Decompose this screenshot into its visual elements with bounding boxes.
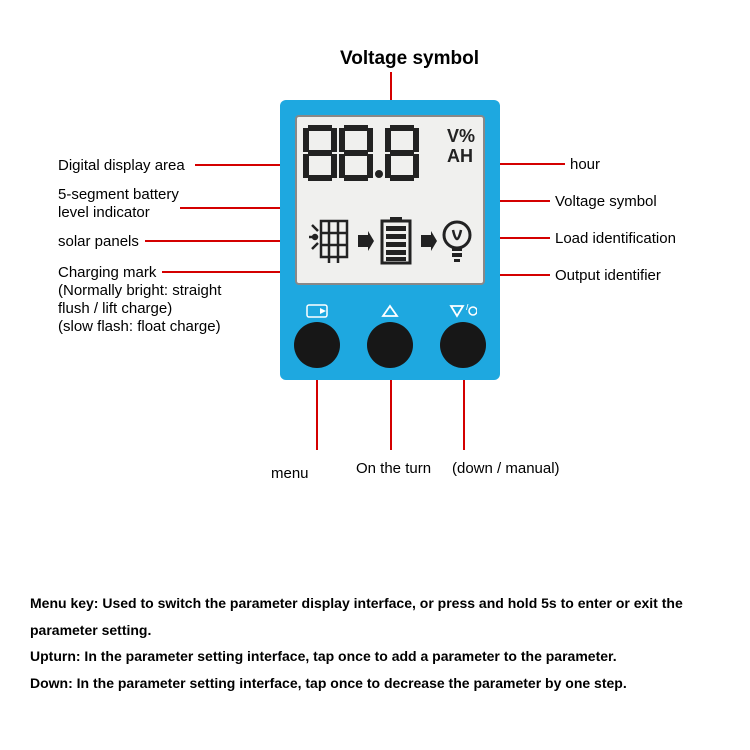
label-battery-indicator: 5-segment batterylevel indicator [58,186,258,222]
callout-line [463,380,465,450]
down-mini-icon: / [449,304,477,318]
instruction-menu: Menu key: Used to switch the parameter d… [30,590,720,643]
digital-display-area [303,125,419,181]
battery-icon [378,217,414,265]
unit-v-percent: V% [447,127,475,147]
menu-button[interactable] [294,322,340,368]
solar-panel-icon [307,217,351,265]
digit-1 [303,125,337,181]
callout-line [390,380,392,450]
label-menu-button: menu [271,465,309,483]
label-solar-panels: solar panels [58,233,139,251]
unit-symbols: V% AH [447,127,475,167]
bulb-icon [441,217,473,265]
solar-controller-device: V% AH [280,100,500,380]
digit-3 [385,125,419,181]
up-mini-icon [379,304,401,318]
button-row: / [280,304,500,368]
menu-mini-icon [306,304,328,318]
arrow-icon [419,231,437,251]
decimal-point [375,170,383,178]
instruction-down: Down: In the parameter setting interface… [30,670,720,697]
instruction-block: Menu key: Used to switch the parameter d… [30,590,720,696]
label-digital-display: Digital display area [58,157,185,175]
arrow-icon [356,231,374,251]
up-button[interactable] [367,322,413,368]
unit-ah: AH [447,147,475,167]
label-load-id: Load identification [555,230,676,248]
label-output-id: Output identifier [555,267,661,285]
label-hour: hour [570,156,600,174]
down-button[interactable] [440,322,486,368]
label-voltage-symbol-right: Voltage symbol [555,193,657,211]
instruction-upturn: Upturn: In the parameter setting interfa… [30,643,720,670]
icon-row [307,217,473,265]
label-charging-mark: Charging mark(Normally bright: straightf… [58,264,268,336]
label-turn-button: On the turn [356,460,431,478]
label-down-button: (down / manual) [452,460,560,478]
label-voltage-symbol-top: Voltage symbol [340,48,479,71]
callout-line [316,380,318,450]
digit-2 [339,125,373,181]
lcd-display: V% AH [295,115,485,285]
